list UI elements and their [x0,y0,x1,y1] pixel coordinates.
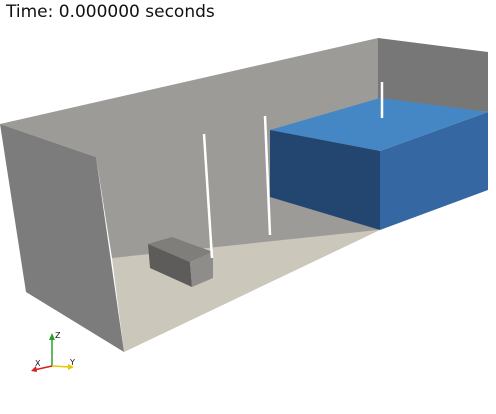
y-axis-line [51,365,71,368]
water-block-side [380,112,488,230]
tank-right-end-wall [378,38,488,112]
obstacle-box-front [148,244,192,287]
x-axis-line [33,365,53,371]
tank-left-side-wall [0,124,124,352]
x-axis-arrow [31,366,37,372]
water-block-top [270,98,488,151]
probe-line-2 [263,115,272,236]
z-axis-label: Z [55,331,61,340]
tank-back-wall [0,38,378,258]
water-block-front [270,130,380,230]
y-axis-label: Y [69,358,75,367]
z-axis-arrow [49,333,55,340]
obstacle-box-top [148,237,213,262]
x-axis-label: X [35,359,41,368]
obstacle-box-side [190,252,213,287]
time-annotation: Time: 0.000000 seconds [6,2,215,22]
probe-line-1 [202,133,214,259]
y-axis-arrow [68,364,74,370]
orientation-axes: Z Y X [31,331,75,372]
